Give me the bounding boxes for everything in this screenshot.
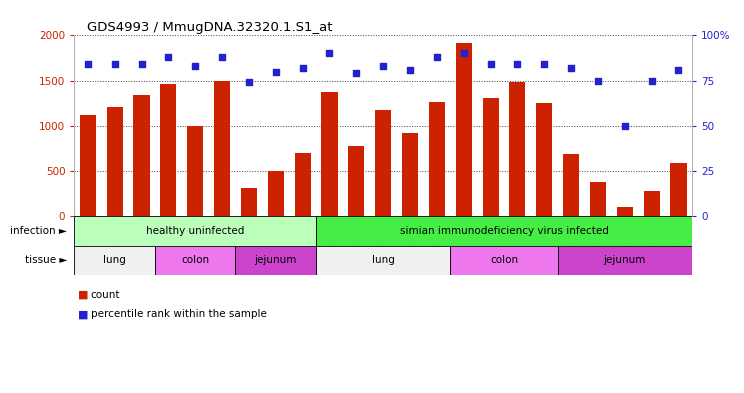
Point [109,61,121,68]
Bar [375,110,391,216]
Bar [450,246,558,275]
Bar [321,92,338,216]
Point [592,77,604,84]
Bar [670,163,687,216]
Point [539,61,551,68]
Text: jejunum: jejunum [603,255,646,265]
Bar [241,188,257,216]
Point [350,70,362,77]
Bar [429,102,445,216]
Text: ■: ■ [78,290,89,300]
Bar [80,115,96,216]
Text: colon: colon [490,255,518,265]
Bar [155,246,236,275]
Point [673,66,684,73]
Bar [483,98,498,216]
Bar [214,81,230,216]
Bar [236,246,316,275]
Text: colon: colon [181,255,209,265]
Point [646,77,658,84]
Bar [295,153,311,216]
Bar [510,83,525,216]
Point [189,63,201,69]
Bar [536,103,552,216]
Bar [617,207,633,216]
Bar [106,107,123,216]
Bar [455,42,472,216]
Bar [74,216,316,246]
Text: ■: ■ [78,309,89,320]
Point [82,61,94,68]
Bar [644,191,660,216]
Text: jejunum: jejunum [254,255,297,265]
Text: lung: lung [103,255,126,265]
Text: count: count [91,290,121,300]
Point [297,65,309,71]
Point [431,54,443,60]
Point [458,50,469,57]
Bar [590,182,606,216]
Text: percentile rank within the sample: percentile rank within the sample [91,309,266,320]
Text: GDS4993 / MmugDNA.32320.1.S1_at: GDS4993 / MmugDNA.32320.1.S1_at [87,21,333,34]
Bar [348,146,365,216]
Point [243,79,255,86]
Point [565,65,577,71]
Point [619,123,631,129]
Point [377,63,389,69]
Bar [268,171,283,216]
Bar [402,133,418,216]
Point [404,66,416,73]
Text: infection ►: infection ► [10,226,67,236]
Bar [160,84,176,216]
Text: healthy uninfected: healthy uninfected [146,226,245,236]
Bar [74,246,155,275]
Bar [563,154,579,216]
Point [162,54,174,60]
Point [484,61,496,68]
Bar [316,246,450,275]
Point [135,61,147,68]
Point [270,68,282,75]
Text: simian immunodeficiency virus infected: simian immunodeficiency virus infected [400,226,609,236]
Point [324,50,336,57]
Bar [558,246,692,275]
Bar [316,216,692,246]
Text: lung: lung [372,255,394,265]
Text: tissue ►: tissue ► [25,255,67,265]
Bar [187,126,203,216]
Point [511,61,523,68]
Bar [133,95,150,216]
Point [216,54,228,60]
